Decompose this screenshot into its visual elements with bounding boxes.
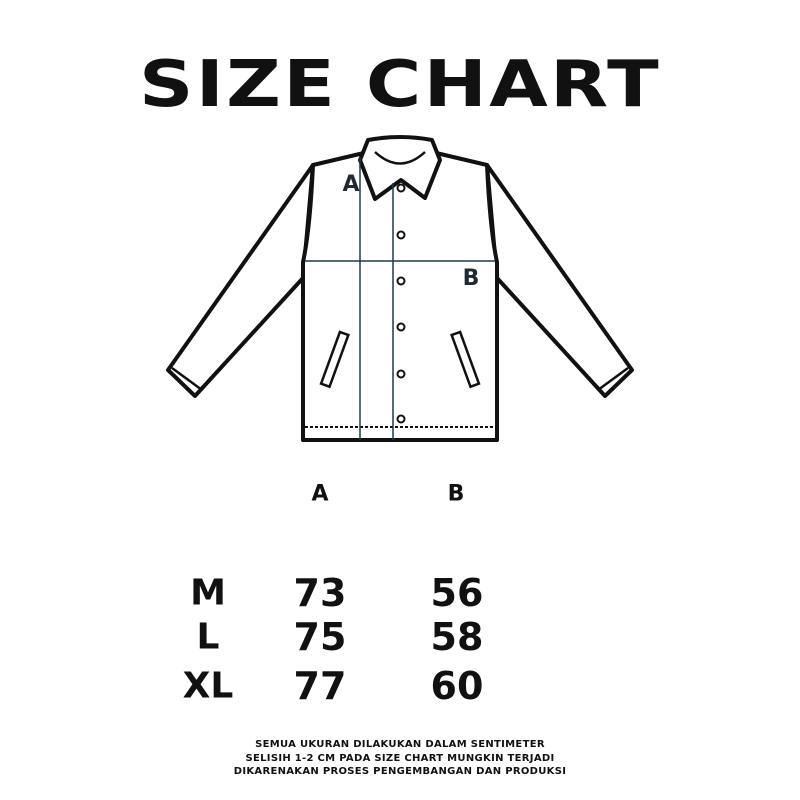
footer-note: SEMUA UKURAN DILAKUKAN DALAM SENTIMETER bbox=[255, 739, 545, 750]
size-label: L bbox=[196, 616, 220, 658]
value-a: 77 bbox=[293, 664, 347, 708]
right-pocket bbox=[450, 330, 481, 389]
collar bbox=[358, 135, 442, 201]
jacket-body bbox=[301, 150, 499, 442]
left-sleeve bbox=[166, 163, 315, 398]
left-pocket bbox=[319, 330, 350, 389]
value-b: 58 bbox=[430, 615, 484, 659]
value-a: 75 bbox=[293, 615, 347, 659]
value-b: 60 bbox=[430, 664, 484, 708]
size-label: M bbox=[190, 572, 226, 614]
footer-note: DIKARENAKAN PROSES PENGEMBANGAN DAN PROD… bbox=[233, 766, 567, 777]
page-title: SIZE CHART bbox=[138, 48, 662, 122]
footer-note: SELISIH 1-2 CM PADA SIZE CHART MUNGKIN T… bbox=[245, 753, 555, 764]
size-label: XL bbox=[182, 665, 234, 707]
label-a: A bbox=[342, 172, 359, 197]
buttons bbox=[396, 183, 406, 424]
value-b: 56 bbox=[430, 571, 484, 615]
header-a: A bbox=[311, 481, 329, 507]
header-b: B bbox=[447, 481, 465, 507]
right-sleeve bbox=[485, 163, 634, 398]
label-b: B bbox=[463, 266, 480, 291]
value-a: 73 bbox=[293, 571, 347, 615]
